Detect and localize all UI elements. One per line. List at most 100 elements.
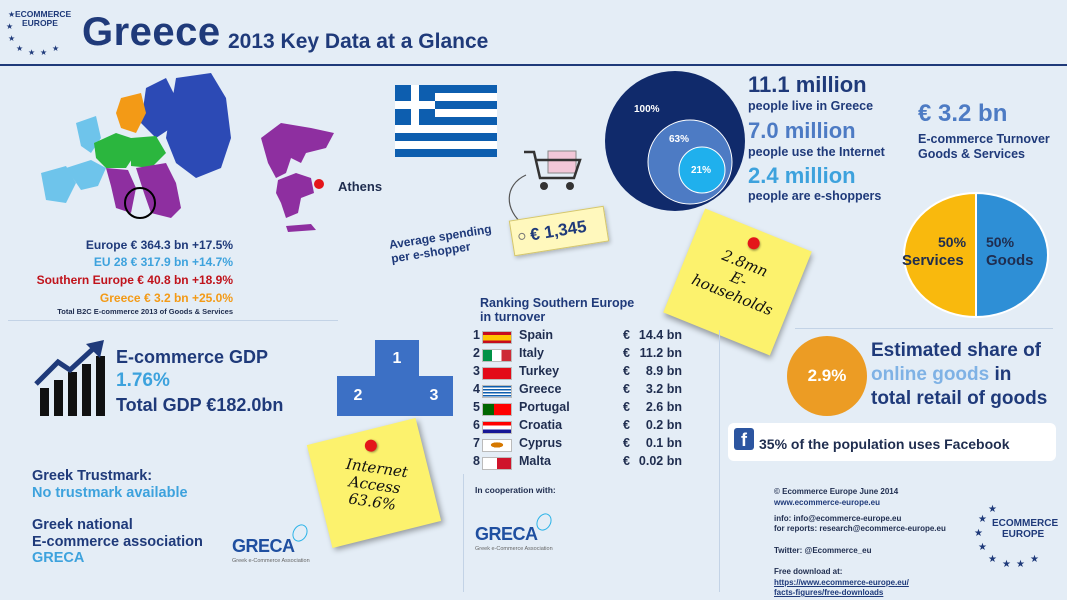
turnover-label-line1: E-commerce Turnover — [918, 132, 1050, 146]
share-line3: total retail of goods — [871, 388, 1048, 409]
turnover-label-line2: Goods & Services — [918, 147, 1025, 161]
facebook-text: 35% of the population uses Facebook — [759, 436, 1010, 452]
circle-mid-label: 63% — [669, 134, 690, 145]
greca-logo-center: GRECA Greek e-Commerce Association — [475, 510, 570, 555]
turnover-note: Total B2C E-commerce 2013 of Goods & Ser… — [57, 307, 233, 316]
ranking-table: 1 Spain € 14.4 bn 2 Italy € 11.2 bn 3 Tu… — [468, 328, 698, 474]
ecommerce-europe-logo: ECOMMERCE EUROPE ★ ★ ★ ★ ★ ★ ★ — [6, 8, 72, 60]
divider-right — [795, 328, 1053, 329]
ecommerce-gdp-value: 1.76% — [116, 370, 170, 391]
pie-goods-pct: 50% — [986, 234, 1015, 250]
cooperation-label: In cooperation with: — [475, 485, 556, 495]
pie-slice-services — [903, 192, 977, 318]
flag-italy — [482, 349, 512, 362]
stars-logo-icon: ★ ★ ★ ★ ★ ★ ★ — [6, 10, 60, 57]
total-gdp: Total GDP €182.0bn — [116, 395, 284, 415]
flag-malta — [482, 457, 512, 470]
page-title: Greece — [82, 10, 221, 54]
contact-website[interactable]: www.ecommerce-europe.eu — [774, 498, 880, 507]
internet-sticky-note: Internet Access 63.6% — [306, 418, 442, 548]
stat-eu28: EU 28 € 317.9 bn +14.7% — [93, 255, 233, 269]
facebook-icon: f — [734, 428, 754, 450]
logo-line2: EUROPE — [22, 18, 58, 28]
association-line1: Greek national — [32, 517, 133, 533]
header-divider — [0, 64, 1067, 66]
ecommerce-europe-logo-bottom: ECOMMERCE EUROPE ★ ★ ★ ★ ★ ★ ★ ★ — [970, 504, 1060, 574]
internet-note-text: Internet Access 63.6% — [344, 454, 410, 514]
contact-download-label: Free download at: — [774, 567, 843, 576]
table-row: 2 Italy € 11.2 bn — [473, 346, 682, 362]
greek-flag — [395, 85, 497, 157]
ranking-title: Ranking Southern Europe in turnover — [480, 296, 635, 324]
download-link-line2[interactable]: facts-figures/free-downloads — [774, 588, 884, 597]
divider-vertical-right — [719, 330, 720, 592]
stat-europe: Europe € 364.3 bn +17.5% — [85, 238, 233, 252]
facebook-bar: f 35% of the population uses Facebook — [728, 423, 1056, 461]
share-line2: online goods in — [871, 364, 1012, 385]
cart-icon — [524, 150, 582, 190]
spending-label: Average spending per e-shopper — [388, 222, 495, 266]
share-circle: 2.9% — [787, 336, 867, 416]
pie-services-label: Services — [902, 252, 964, 269]
stat-southern-europe: Southern Europe € 40.8 bn +18.9% — [36, 273, 233, 287]
download-link-line1[interactable]: https://www.ecommerce-europe.eu/ — [774, 578, 909, 587]
services-goods-pie — [903, 192, 1049, 318]
eshoppers-label: people are e-shoppers — [748, 189, 882, 203]
logo-line1: ECOMMERCE — [15, 9, 72, 19]
athens-marker — [314, 179, 324, 189]
table-row: 5 Portugal € 2.6 bn — [473, 400, 682, 416]
divider-left — [8, 320, 338, 321]
contact-copyright: © Ecommerce Europe June 2014 — [774, 487, 899, 496]
pushpin-icon — [363, 438, 379, 453]
table-row: 3 Turkey € 8.9 bn — [473, 364, 682, 380]
flag-croatia — [482, 421, 512, 434]
europe-map — [41, 73, 231, 219]
podium-third: 3 — [415, 376, 453, 416]
flag-cyprus — [482, 439, 512, 452]
pie-slice-goods — [975, 192, 1049, 318]
podium-first: 1 — [375, 340, 419, 380]
turnover-value: € 3.2 bn — [918, 100, 1008, 127]
trustmark-value: No trustmark available — [32, 485, 188, 501]
people-value: 11.1 million — [748, 72, 867, 97]
contact-info: info: info@ecommerce-europe.eu — [774, 514, 902, 523]
population-circles — [605, 71, 745, 211]
households-note-text: 2.8mn E- households — [689, 246, 776, 320]
pushpin-icon — [745, 235, 762, 252]
internet-value: 7.0 million — [748, 118, 856, 143]
stat-greece: Greece € 3.2 bn +25.0% — [99, 291, 233, 305]
ecommerce-gdp-label: E-commerce GDP — [116, 347, 269, 367]
contact-twitter: Twitter: @Ecommerce_eu — [774, 546, 872, 555]
circle-inner-label: 21% — [691, 165, 712, 176]
stars-logo-icon: ★ ★ ★ ★ ★ ★ ★ ★ — [974, 504, 1039, 570]
podium-base — [375, 380, 419, 416]
flag-spain — [482, 331, 512, 344]
circle-outer-label: 100% — [634, 104, 660, 115]
eshoppers-value: 2.4 million — [748, 163, 856, 188]
pie-goods-label: Goods — [986, 252, 1034, 269]
podium-second: 2 — [337, 376, 379, 416]
table-row: 8 Malta € 0.02 bn — [473, 454, 682, 470]
association-name: GRECA — [32, 550, 85, 566]
athens-label: Athens — [338, 179, 383, 194]
contact-reports: for reports: research@ecommerce-europe.e… — [774, 524, 946, 533]
greca-logo-left: GRECA Greek e-Commerce Association — [230, 520, 325, 565]
share-line1: Estimated share of — [871, 340, 1041, 361]
table-row: 4 Greece € 3.2 bn — [473, 382, 682, 398]
divider-vertical-mid — [463, 474, 464, 592]
table-row: 7 Cyprus € 0.1 bn — [473, 436, 682, 452]
trustmark-title: Greek Trustmark: — [32, 468, 153, 484]
greece-map — [261, 123, 334, 232]
share-value: 2.9% — [807, 366, 847, 385]
page-subtitle: 2013 Key Data at a Glance — [228, 30, 489, 53]
flag-greece — [482, 385, 512, 398]
flag-portugal — [482, 403, 512, 416]
internet-label: people use the Internet — [748, 145, 885, 159]
growth-chart-icon — [34, 340, 105, 416]
flag-turkey — [482, 367, 512, 380]
pie-services-pct: 50% — [938, 234, 967, 250]
table-row: 6 Croatia € 0.2 bn — [473, 418, 682, 434]
table-row: 1 Spain € 14.4 bn — [473, 328, 682, 344]
association-line2: E-commerce association — [32, 534, 203, 550]
spending-value: € 1,345 — [528, 216, 588, 245]
